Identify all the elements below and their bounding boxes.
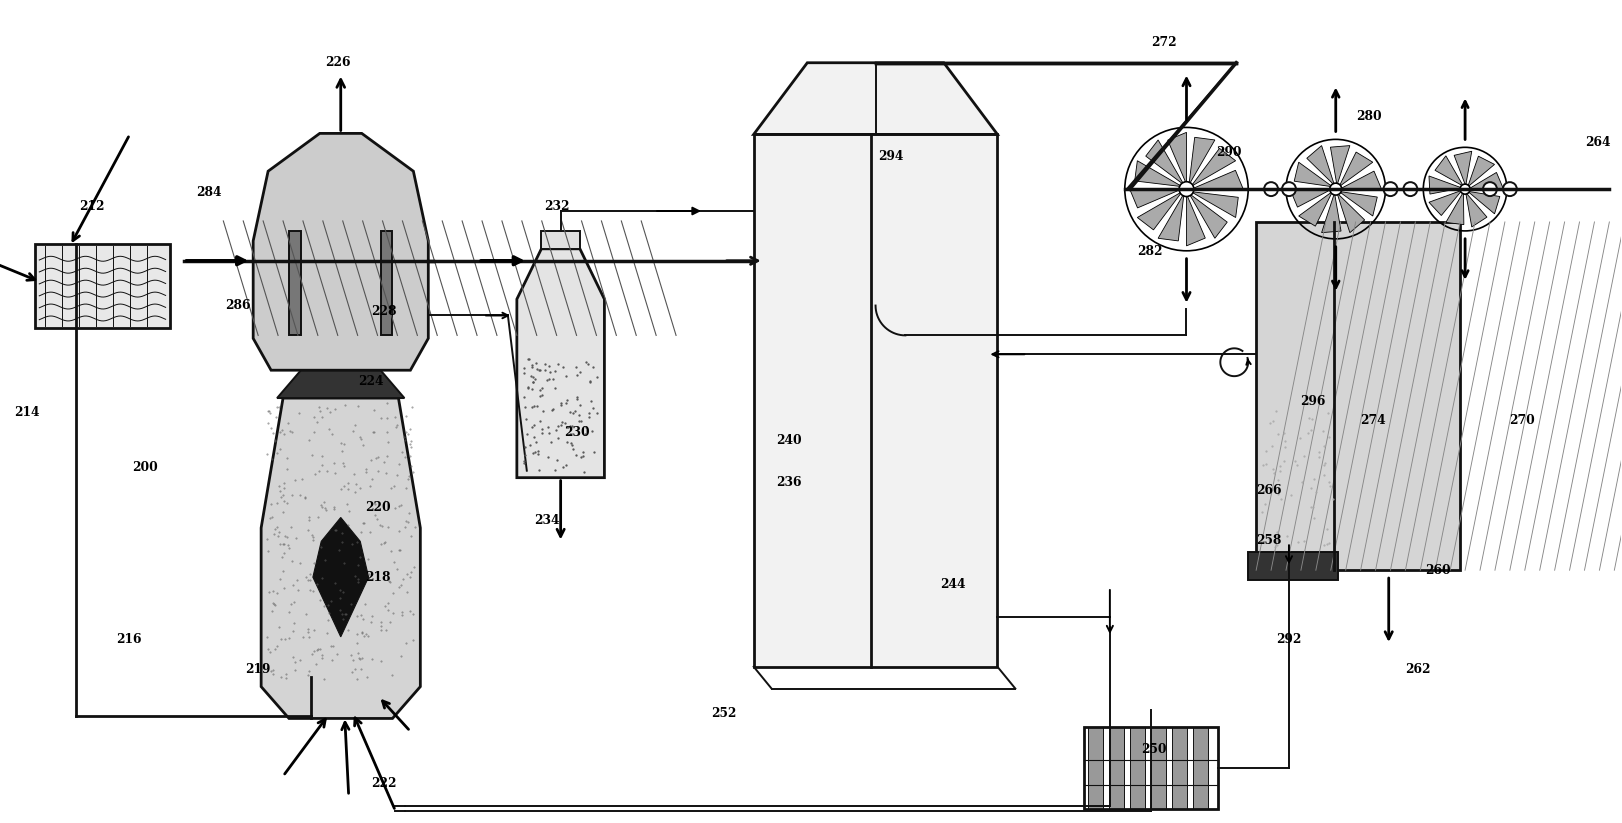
Circle shape [1403,182,1418,196]
Polygon shape [1168,133,1186,184]
Polygon shape [1468,156,1494,187]
Text: 224: 224 [358,374,383,388]
Polygon shape [1429,176,1461,194]
Polygon shape [1152,728,1166,809]
Polygon shape [1145,140,1184,185]
Polygon shape [1131,189,1181,208]
Polygon shape [1173,728,1187,809]
Polygon shape [1466,193,1487,227]
Text: 200: 200 [131,461,157,474]
Text: 234: 234 [534,514,560,527]
Polygon shape [754,63,998,134]
Text: 284: 284 [196,186,221,198]
Text: 292: 292 [1277,634,1302,646]
Polygon shape [1192,170,1242,189]
Text: 232: 232 [543,199,569,212]
Polygon shape [1191,192,1238,217]
Text: 214: 214 [15,407,41,420]
Polygon shape [1194,728,1208,809]
Circle shape [1330,184,1341,195]
Polygon shape [289,231,302,336]
Text: 222: 222 [371,777,396,789]
Polygon shape [1445,192,1463,225]
Circle shape [1483,182,1497,196]
Text: 218: 218 [365,570,391,584]
Text: 230: 230 [564,426,589,439]
Polygon shape [1435,156,1463,186]
Text: 272: 272 [1150,36,1176,49]
Polygon shape [1137,192,1182,230]
Text: 220: 220 [365,501,391,514]
Text: 244: 244 [939,578,965,591]
Polygon shape [381,231,393,336]
Text: 282: 282 [1137,245,1163,258]
Polygon shape [1337,193,1364,233]
Polygon shape [1340,192,1377,216]
Text: 290: 290 [1216,146,1242,159]
Polygon shape [313,518,368,637]
Text: 286: 286 [225,299,251,312]
Polygon shape [1189,193,1228,239]
Polygon shape [1340,152,1372,187]
Text: 212: 212 [79,199,105,212]
Polygon shape [1294,162,1333,187]
Text: 280: 280 [1356,110,1382,123]
Polygon shape [754,134,998,667]
Polygon shape [1088,728,1103,809]
Text: 228: 228 [371,305,396,318]
Circle shape [1179,182,1194,197]
Polygon shape [542,231,581,249]
Polygon shape [1429,190,1461,216]
Polygon shape [1186,194,1205,246]
Text: 266: 266 [1257,484,1281,497]
Text: 250: 250 [1140,743,1166,756]
Polygon shape [1468,173,1504,189]
Polygon shape [1255,222,1460,570]
Text: 296: 296 [1301,394,1325,407]
Polygon shape [1189,137,1215,185]
Polygon shape [1299,192,1333,226]
Polygon shape [36,244,170,328]
Polygon shape [1249,552,1338,580]
Circle shape [1384,182,1398,196]
Text: 262: 262 [1406,663,1431,677]
Polygon shape [1191,148,1236,187]
Polygon shape [1340,171,1382,189]
Circle shape [1281,182,1296,196]
Text: 260: 260 [1426,564,1452,577]
Text: 219: 219 [245,663,271,677]
Text: 216: 216 [117,634,141,646]
Polygon shape [1307,146,1335,185]
Circle shape [1460,184,1470,194]
Text: 252: 252 [710,707,736,720]
Polygon shape [1289,189,1332,207]
Polygon shape [1322,193,1341,233]
Text: 294: 294 [878,150,903,163]
Polygon shape [1109,728,1124,809]
Text: 258: 258 [1257,534,1281,546]
Text: 240: 240 [775,435,801,448]
Text: 264: 264 [1585,136,1611,149]
Polygon shape [1131,728,1145,809]
Circle shape [1504,182,1517,196]
Polygon shape [1468,191,1500,214]
Polygon shape [277,370,404,398]
Polygon shape [1453,151,1471,186]
Circle shape [1264,182,1278,196]
Polygon shape [1158,193,1184,241]
Text: 226: 226 [324,56,350,69]
Polygon shape [517,249,605,477]
Text: 236: 236 [775,477,801,489]
Text: 270: 270 [1508,415,1534,427]
Polygon shape [1135,160,1182,187]
Polygon shape [261,398,420,718]
Polygon shape [253,133,428,370]
Text: 274: 274 [1359,415,1385,427]
Polygon shape [1330,146,1350,185]
